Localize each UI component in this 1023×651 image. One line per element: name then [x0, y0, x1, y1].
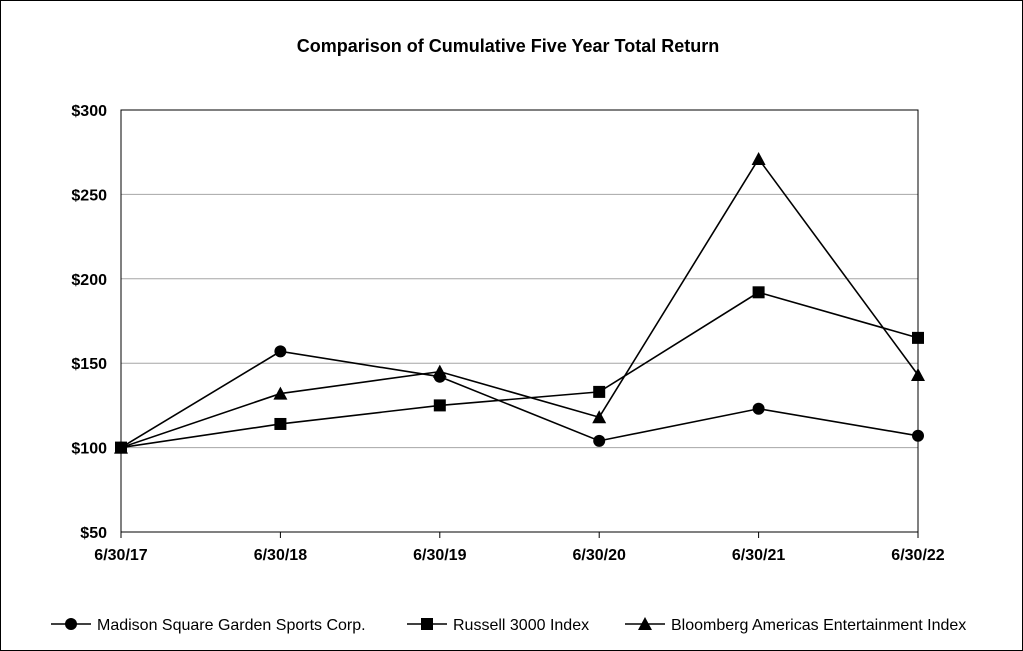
x-tick-label: 6/30/17	[94, 547, 147, 564]
data-point	[433, 399, 446, 412]
x-tick-label: 6/30/21	[732, 547, 785, 564]
legend: Madison Square Garden Sports Corp. Russel…	[51, 617, 966, 634]
data-point	[274, 345, 287, 358]
data-point	[752, 286, 765, 299]
series-line	[120, 291, 919, 449]
y-tick-label: $200	[71, 272, 107, 289]
legend-label: Russell 3000 Index	[453, 617, 589, 634]
y-tick-label: $150	[71, 356, 107, 373]
series-group	[114, 151, 925, 454]
x-axis: 6/30/17 6/30/18 6/30/19 6/30/20 6/30/21 6/30/…	[94, 532, 945, 564]
x-tick-label: 6/30/20	[573, 547, 626, 564]
legend-item: Madison Square Garden Sports Corp.	[51, 617, 366, 634]
legend-label: Bloomberg Americas Entertainment Index	[671, 617, 966, 634]
data-point	[593, 385, 606, 398]
data-point	[274, 417, 287, 430]
data-point	[432, 364, 447, 378]
series-triangle	[114, 151, 925, 454]
data-point	[114, 440, 128, 454]
series-line	[120, 350, 919, 449]
series-line	[120, 157, 919, 449]
y-tick-label: $250	[71, 187, 107, 204]
x-tick-label: 6/30/19	[413, 547, 466, 564]
y-tick-label: $300	[71, 103, 107, 120]
legend-item: Bloomberg Americas Entertainment Index	[625, 617, 966, 634]
y-axis: $50 $100 $150 $200 $250 $300	[71, 103, 107, 542]
legend-marker	[65, 618, 77, 630]
data-point	[912, 429, 924, 442]
x-tick-label: 6/30/18	[254, 547, 307, 564]
y-tick-label: $50	[80, 525, 107, 542]
plot-area	[120, 109, 919, 533]
series-square	[115, 286, 924, 454]
data-point	[593, 434, 606, 447]
y-tick-label: $100	[71, 441, 107, 458]
data-point	[592, 410, 607, 424]
data-point	[273, 386, 288, 400]
legend-label: Madison Square Garden Sports Corp.	[97, 617, 366, 634]
data-point	[912, 331, 924, 344]
legend-marker	[638, 617, 652, 630]
chart-title: Comparison of Cumulative Five Year Total…	[297, 36, 719, 56]
series-circle	[115, 345, 924, 454]
x-tick-label: 6/30/22	[891, 547, 944, 564]
data-point	[751, 151, 766, 165]
legend-marker	[421, 618, 433, 630]
legend-item: Russell 3000 Index	[407, 617, 589, 634]
data-point	[911, 368, 925, 382]
data-point	[752, 402, 765, 415]
